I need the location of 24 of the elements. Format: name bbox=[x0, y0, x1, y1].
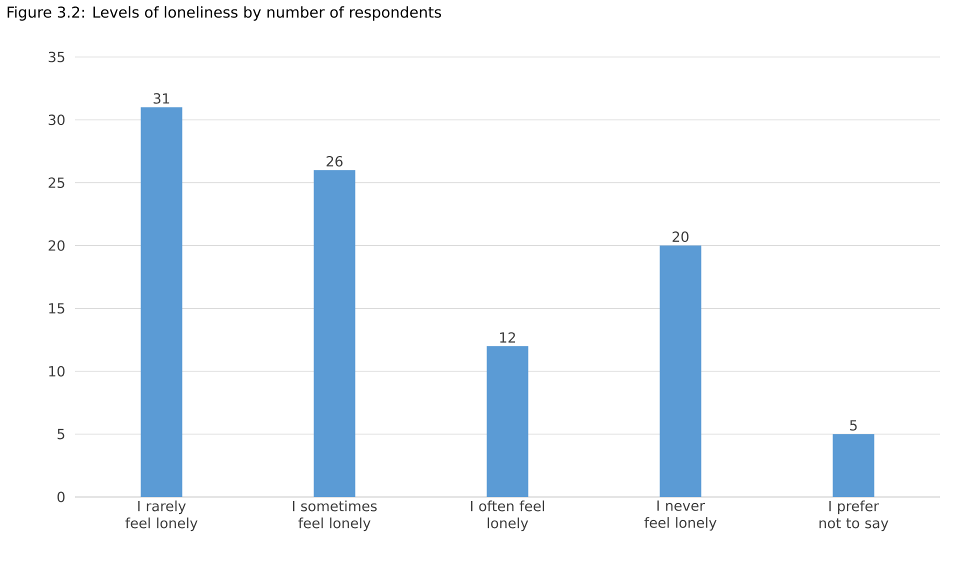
x-tick-label: I rarely feel lonely bbox=[125, 500, 198, 532]
y-tick-label: 20 bbox=[48, 240, 65, 251]
bar bbox=[314, 170, 356, 497]
y-tick-label: 15 bbox=[49, 303, 64, 314]
x-tick-label: I prefer not to say bbox=[820, 500, 888, 532]
y-tick-label: 0 bbox=[57, 492, 65, 502]
data-label: 20 bbox=[672, 231, 688, 242]
x-tick-label: I often feel lonely bbox=[471, 500, 544, 532]
y-tick-label: 35 bbox=[48, 52, 64, 62]
bar bbox=[140, 107, 182, 497]
data-label: 12 bbox=[500, 332, 516, 343]
bar bbox=[486, 346, 528, 497]
data-label: 5 bbox=[850, 420, 857, 431]
data-label: 26 bbox=[326, 156, 343, 167]
chart-title: Figure 3.2: Levels of loneliness by number of respondents bbox=[8, 6, 442, 21]
y-tick-label: 30 bbox=[48, 114, 65, 126]
y-tick-label: 5 bbox=[58, 428, 64, 440]
y-tick-label: 10 bbox=[49, 366, 65, 377]
bar bbox=[832, 434, 874, 497]
bar bbox=[660, 246, 702, 497]
y-tick-label: 25 bbox=[48, 177, 64, 188]
x-tick-label: I sometimes feel lonely bbox=[292, 500, 377, 532]
x-tick-label: I never feel lonely bbox=[644, 500, 716, 531]
data-label: 31 bbox=[154, 93, 170, 104]
